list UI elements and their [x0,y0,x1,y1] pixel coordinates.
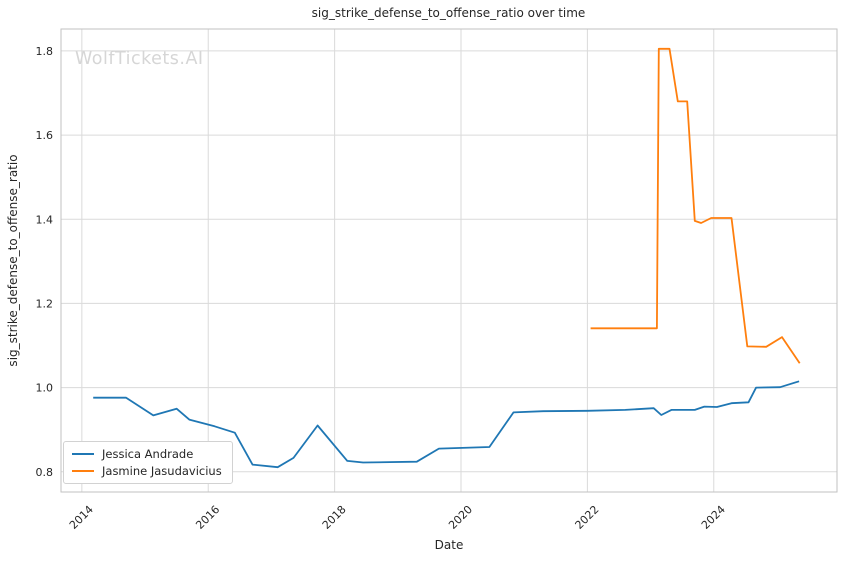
y-tick-label: 0.8 [36,466,54,479]
legend-entry: Jessica Andrade [72,447,222,461]
legend-line-swatch [72,470,94,472]
page-title: sig_strike_defense_to_offense_ratio over… [311,6,586,20]
y-tick-label: 1.6 [36,129,54,142]
y-axis-label: sig_strike_defense_to_offense_ratio [6,154,20,366]
x-tick-label: 2022 [573,503,602,532]
legend-entry: Jasmine Jasudavicius [72,464,222,478]
legend: Jessica Andrade Jasmine Jasudavicius [63,441,233,484]
y-tick-label: 1.4 [36,213,54,226]
axes-frame [60,28,838,493]
legend-line-swatch [72,453,94,455]
series-line [93,380,800,469]
watermark: WolfTickets.AI [75,49,204,69]
x-tick-label: 2024 [699,503,728,532]
series-line [590,47,801,364]
x-tick-label: 2020 [446,503,475,532]
y-tick-label: 1.2 [36,297,54,310]
x-axis-label: Date [435,538,464,552]
x-tick-label: 2014 [67,503,96,532]
y-tick-label: 1.8 [36,45,54,58]
legend-label: Jessica Andrade [102,447,194,461]
x-tick-label: 2018 [320,503,349,532]
x-tick-label: 2016 [193,503,222,532]
y-tick-label: 1.0 [36,382,54,395]
legend-label: Jasmine Jasudavicius [102,464,222,478]
